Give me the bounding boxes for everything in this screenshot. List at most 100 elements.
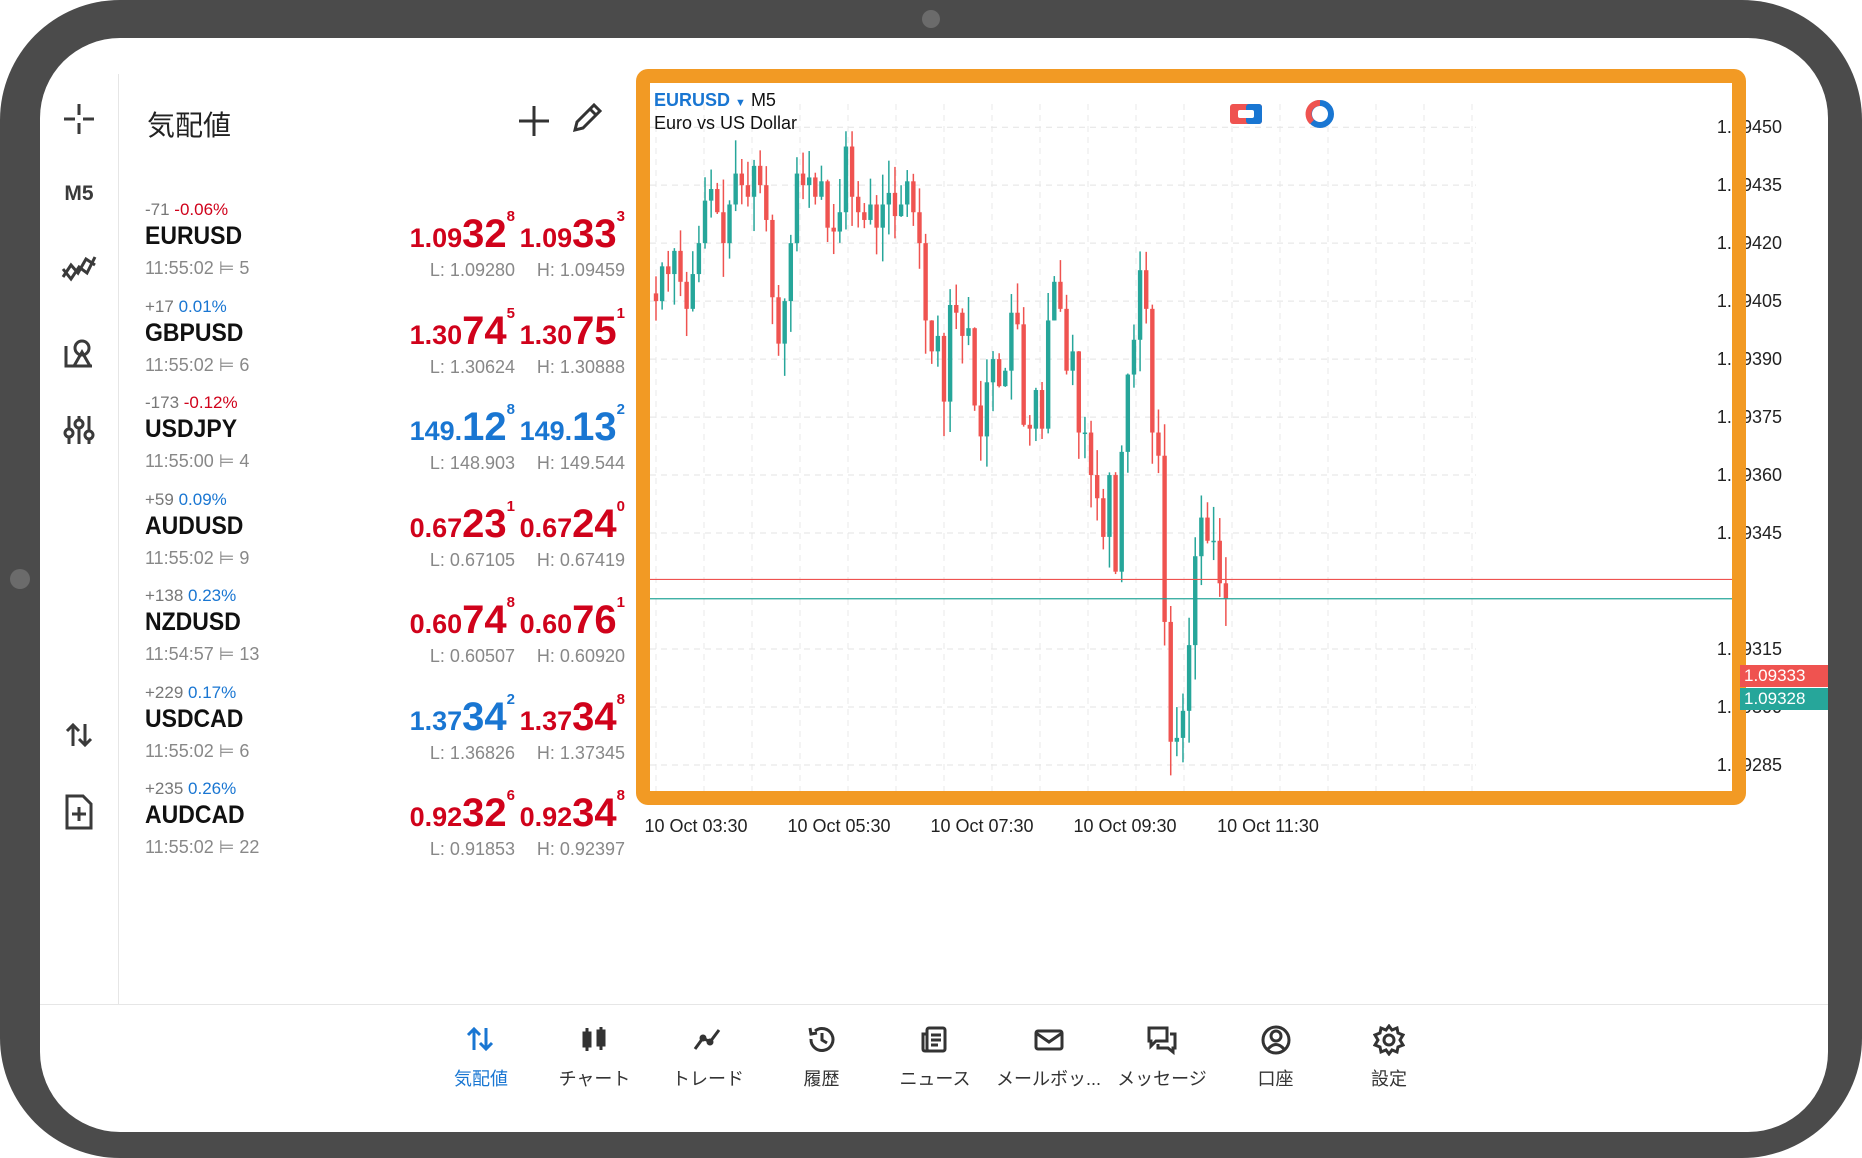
- one-click-trading-button[interactable]: [1229, 101, 1263, 127]
- ask-price[interactable]: 0.60761: [520, 594, 625, 643]
- bid-price[interactable]: 0.92326: [410, 787, 515, 836]
- high-price: H: 1.30888: [536, 356, 625, 377]
- quote-row-usdcad[interactable]: +229 0.17% USDCAD 11:55:02 ⊨ 6 1.37342 1.373…: [119, 683, 627, 797]
- chart-symbol[interactable]: EURUSD: [654, 90, 731, 110]
- pie-ring-icon: [1305, 100, 1334, 128]
- ask-price-big-digits: 34: [572, 694, 617, 739]
- change-value: -71 -0.06%: [145, 200, 228, 220]
- nav-history[interactable]: 履歴: [767, 1019, 877, 1091]
- candle-body: [941, 335, 947, 402]
- quote-row-eurusd[interactable]: -71 -0.06% EURUSD 11:55:02 ⊨ 5 1.09328 1.093…: [119, 200, 627, 314]
- add-symbol-button[interactable]: [509, 96, 559, 146]
- nav-quotes-arrows[interactable]: 気配値: [426, 1019, 536, 1091]
- quote-row-nzdusd[interactable]: +138 0.23% NZDUSD 11:54:57 ⊨ 13 0.60748 0.60…: [119, 586, 627, 700]
- bid-price[interactable]: 149.128: [410, 401, 515, 450]
- bid-price[interactable]: 1.09328: [410, 208, 515, 257]
- candle-body: [813, 177, 818, 197]
- candle-body: [721, 212, 726, 244]
- change-percent: -0.06%: [174, 200, 229, 219]
- ask-price[interactable]: 149.132: [520, 401, 625, 450]
- change-percent: 0.17%: [188, 682, 237, 702]
- change-points: +229: [145, 682, 189, 702]
- bid-price-point-digit: 8: [506, 208, 515, 225]
- quote-row-usdjpy[interactable]: -173 -0.12% USDJPY 11:55:00 ⊨ 4 149.128 149.…: [119, 393, 627, 507]
- nav-messages[interactable]: メッセージ: [1107, 1019, 1217, 1091]
- candle-body: [1168, 621, 1173, 742]
- change-points: -173: [145, 393, 184, 412]
- nav-account[interactable]: 口座: [1221, 1019, 1331, 1091]
- trade-arrows-button[interactable]: [40, 705, 118, 765]
- candle-body: [856, 196, 861, 213]
- x-tick-label: 10 Oct 03:30: [644, 816, 747, 836]
- trade-panel-button[interactable]: [1304, 98, 1336, 130]
- candle-body: [849, 146, 855, 197]
- settings-sliders-button[interactable]: [40, 400, 118, 460]
- change-points: -71: [145, 200, 175, 219]
- candle-body: [1186, 645, 1192, 711]
- candle-body: [1058, 281, 1063, 309]
- candle-body: [764, 185, 769, 220]
- bid-price[interactable]: 0.60748: [410, 594, 515, 643]
- high-price: H: 0.67419: [536, 549, 625, 570]
- indicators-button[interactable]: [40, 238, 118, 298]
- symbol-dropdown-icon[interactable]: ▼: [735, 97, 746, 109]
- app-screen: M5 気配値: [40, 38, 1828, 1132]
- ask-price-point-digit: 2: [616, 401, 625, 418]
- ask-price[interactable]: 0.67240: [520, 498, 625, 547]
- candle-body: [1064, 308, 1069, 371]
- candle-body: [727, 204, 732, 244]
- ask-price[interactable]: 1.09333: [520, 208, 625, 257]
- candle-body: [1137, 270, 1143, 340]
- change-points: +17: [145, 296, 179, 316]
- spread-icon: ⊨: [218, 740, 240, 761]
- candle-body: [800, 173, 806, 186]
- candle-body: [1156, 432, 1161, 456]
- nav-settings[interactable]: 設定: [1334, 1019, 1444, 1091]
- bid-price-big-digits: 32: [462, 212, 507, 256]
- change-percent: 0.01%: [178, 296, 227, 316]
- nav-mail[interactable]: メールボッ...: [994, 1019, 1104, 1091]
- edit-list-button[interactable]: [569, 100, 613, 144]
- home-button[interactable]: [10, 569, 30, 589]
- candle-body: [653, 293, 659, 302]
- ask-price-big-digits: 76: [572, 598, 617, 642]
- objects-button[interactable]: [40, 323, 118, 383]
- candle-body: [1162, 455, 1167, 622]
- ask-price-prefix: 149.: [519, 416, 573, 446]
- ask-price-point-digit: 3: [616, 208, 625, 225]
- quote-row-gbpusd[interactable]: +17 0.01% GBPUSD 11:55:02 ⊨ 6 1.30745 1.3075…: [119, 297, 627, 411]
- high-price: H: 1.37345: [536, 742, 625, 763]
- candle-body: [739, 173, 744, 186]
- symbol-name: AUDUSD: [145, 511, 244, 540]
- change-value: +235 0.26%: [145, 779, 236, 799]
- timeframe-button[interactable]: M5: [40, 164, 118, 224]
- new-order-button[interactable]: [40, 782, 118, 842]
- time-value: 11:54:57: [145, 644, 219, 664]
- candle-body: [666, 266, 671, 275]
- ask-price[interactable]: 1.30751: [520, 305, 625, 354]
- nav-candles[interactable]: チャート: [540, 1019, 650, 1091]
- candle-body: [745, 185, 751, 197]
- nav-trade-line[interactable]: トレード: [653, 1019, 763, 1091]
- bid-price[interactable]: 1.30745: [410, 305, 515, 354]
- candle-body: [1039, 390, 1045, 429]
- ask-price[interactable]: 0.92348: [520, 787, 625, 836]
- bid-price[interactable]: 1.37342: [410, 691, 515, 740]
- quote-row-audusd[interactable]: +59 0.09% AUDUSD 11:55:02 ⊨ 9 0.67231 0.6724…: [119, 490, 627, 604]
- crosshair-button[interactable]: [40, 89, 118, 149]
- candle-body: [892, 192, 898, 217]
- x-tick-label: 10 Oct 11:30: [1217, 816, 1319, 836]
- nav-news[interactable]: ニュース: [880, 1019, 990, 1091]
- bid-price[interactable]: 0.67231: [410, 498, 515, 547]
- quote-row-audcad[interactable]: +235 0.26% AUDCAD 11:55:02 ⊨ 22 0.92326 0.92…: [119, 779, 627, 893]
- pencil-icon: [572, 102, 603, 133]
- high-price: H: 0.92397: [536, 839, 625, 859]
- bid-price-big-digits: 23: [462, 501, 507, 546]
- change-percent: 0.26%: [188, 779, 237, 798]
- candle-body: [1144, 270, 1149, 309]
- chart-symbol-header[interactable]: EURUSD ▼ M5: [654, 90, 776, 111]
- bid-price-point-digit: 1: [506, 497, 515, 515]
- time-value: 11:55:02: [145, 258, 219, 278]
- candle-body: [1211, 540, 1216, 543]
- ask-price[interactable]: 1.37348: [520, 691, 625, 740]
